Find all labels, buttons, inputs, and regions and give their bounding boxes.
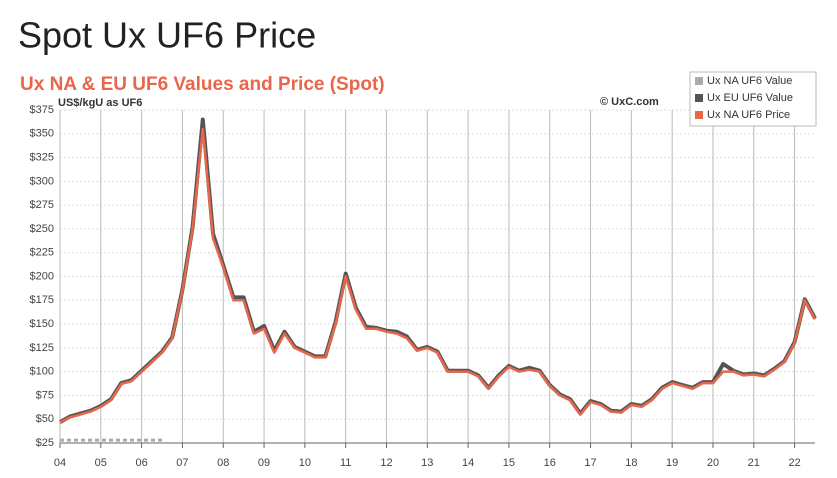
x-tick-label: 16	[544, 457, 556, 469]
x-tick-label: 14	[462, 457, 474, 469]
chart-title: Ux NA & EU UF6 Values and Price (Spot)	[20, 74, 385, 95]
y-tick-label: $50	[36, 413, 54, 425]
y-tick-label: $25	[36, 437, 54, 449]
x-tick-label: 10	[299, 457, 311, 469]
x-tick-label: 21	[748, 457, 760, 469]
x-tick-label: 09	[258, 457, 270, 469]
page-heading: Spot Ux UF6 Price	[18, 15, 316, 56]
y-tick-label: $250	[30, 223, 54, 235]
y-tick-label: $325	[30, 151, 54, 163]
x-tick-label: 06	[135, 457, 147, 469]
y-tick-label: $275	[30, 199, 54, 211]
x-tick-label: 20	[707, 457, 719, 469]
y-tick-label: $75	[36, 389, 54, 401]
x-tick-label: 22	[788, 457, 800, 469]
x-tick-label: 11	[340, 457, 351, 469]
legend-label: Ux NA UF6 Value	[707, 75, 792, 87]
y-tick-label: $300	[30, 175, 54, 187]
x-tick-label: 13	[421, 457, 433, 469]
y-tick-label: $175	[30, 294, 54, 306]
legend-label: Ux EU UF6 Value	[707, 92, 793, 104]
legend-box	[689, 71, 817, 127]
x-tick-label: 17	[584, 457, 596, 469]
x-tick-label: 18	[625, 457, 637, 469]
y-tick-label: $100	[30, 366, 54, 378]
series-line	[59, 127, 817, 424]
y-tick-label: $150	[30, 318, 54, 330]
legend-swatch	[695, 77, 703, 85]
x-tick-label: 15	[503, 457, 515, 469]
x-tick-label: 04	[54, 457, 66, 469]
x-tick-label: 12	[380, 457, 392, 469]
y-tick-label: $125	[30, 342, 54, 354]
legend-swatch	[695, 111, 703, 119]
y-tick-label: $200	[30, 270, 54, 282]
y-tick-label: $225	[30, 247, 54, 259]
y-tick-label: $350	[30, 128, 54, 140]
chart-subtitle: US$/kgU as UF6	[58, 97, 142, 109]
annotation: © UxC.com	[600, 96, 659, 108]
x-tick-label: 07	[176, 457, 188, 469]
legend-swatch	[695, 94, 703, 102]
x-tick-label: 05	[95, 457, 107, 469]
legend-label: Ux NA UF6 Price	[707, 109, 790, 121]
x-tick-label: 08	[217, 457, 229, 469]
y-tick-label: $375	[30, 104, 54, 116]
x-tick-label: 19	[666, 457, 678, 469]
